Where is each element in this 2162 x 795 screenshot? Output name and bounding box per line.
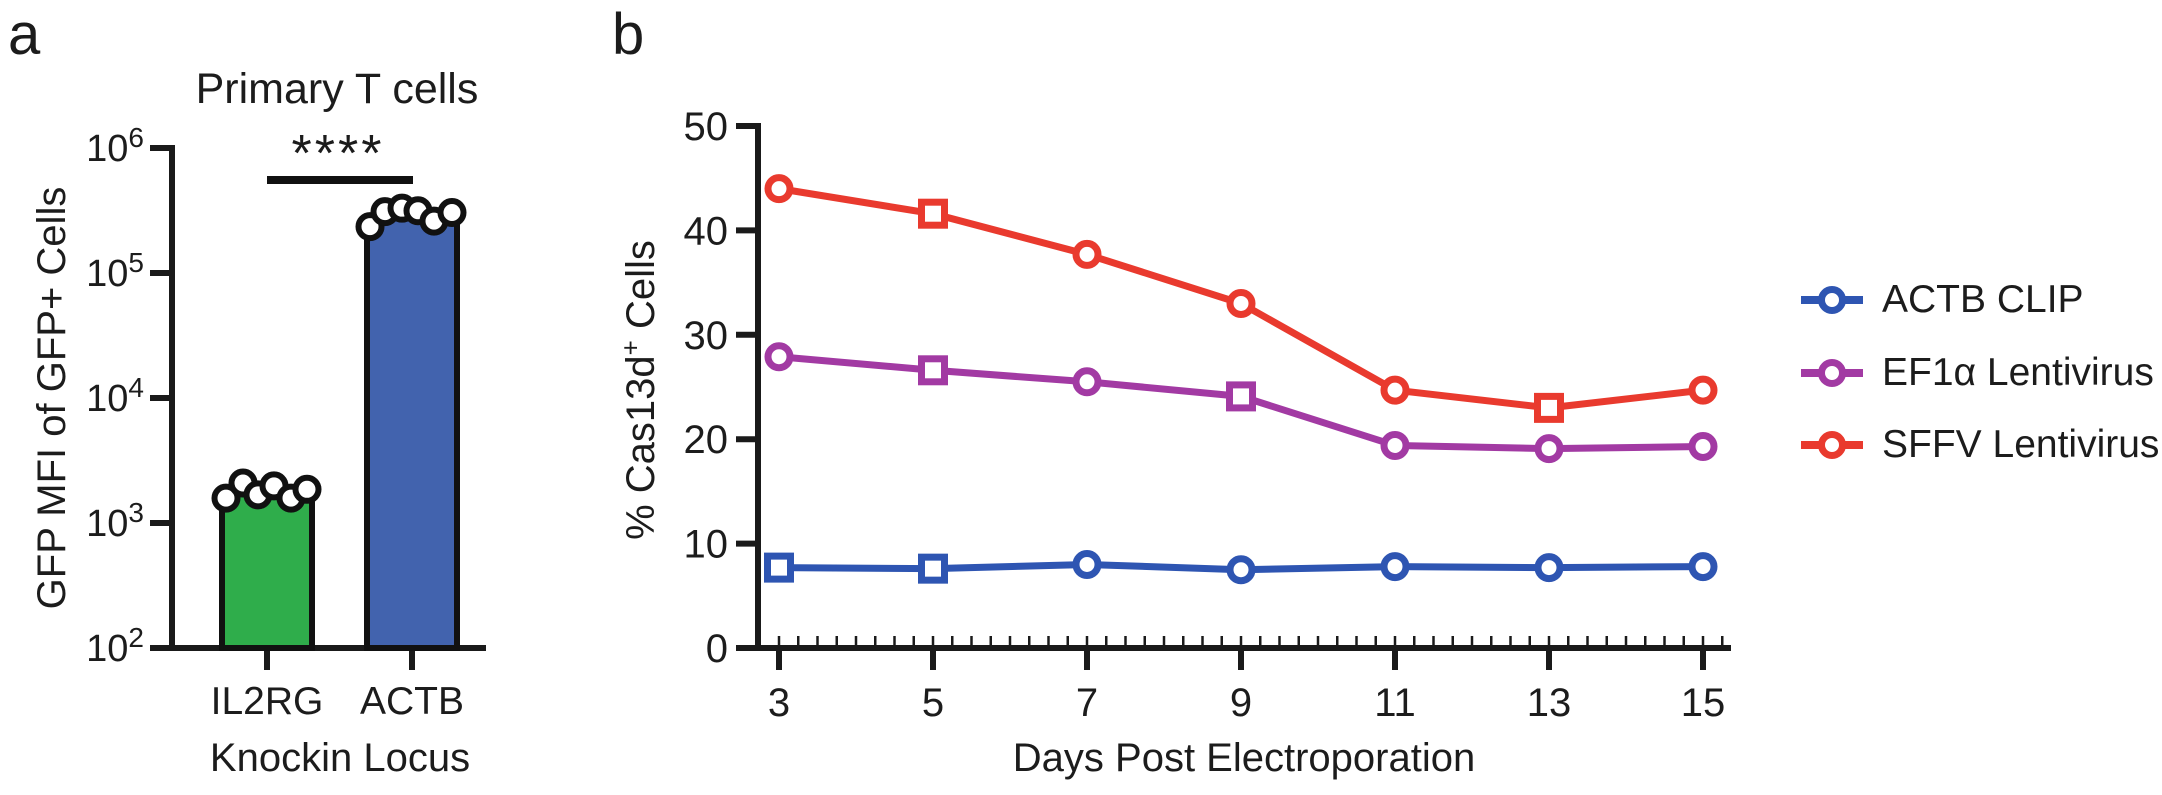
data-point-circle xyxy=(1380,375,1410,405)
y-tick-label: 102 xyxy=(86,622,144,670)
data-point-circle xyxy=(764,174,794,204)
series-actb-clip xyxy=(764,549,1718,585)
data-point-circle xyxy=(1226,555,1256,585)
x-category-actb: ACTB xyxy=(359,680,464,723)
data-point-square xyxy=(1534,392,1564,423)
x-tick-label: 3 xyxy=(768,681,790,725)
x-tick-label: 15 xyxy=(1681,681,1726,725)
data-point-circle xyxy=(1072,239,1102,269)
x-tick-label: 7 xyxy=(1076,681,1098,725)
data-point-square xyxy=(764,552,794,583)
panel-a-chart: 102 103 104 105 106 xyxy=(86,122,486,670)
panel-a-letter: a xyxy=(8,2,41,67)
y-tick-label: 20 xyxy=(684,418,729,462)
data-point-circle xyxy=(1072,367,1102,397)
significance-stars: **** xyxy=(291,125,385,183)
data-point-square xyxy=(918,198,948,229)
data-point xyxy=(211,483,241,513)
bar-il2rg xyxy=(219,491,315,651)
legend-marker-circle-icon xyxy=(1801,431,1863,459)
panel-b-y-axis-title: % Cas13d+ Cells xyxy=(615,110,667,670)
panel-b-x-minor-ticks xyxy=(777,636,1724,646)
panel-a-title: Primary T cells xyxy=(195,65,479,113)
x-category-il2rg: IL2RG xyxy=(210,680,324,723)
panel-a-bars xyxy=(219,214,460,651)
panel-b-axes: 0 10 20 30 40 50 3 5 7 9 11 13 15 xyxy=(684,105,1731,725)
series-ef1-lentivirus xyxy=(764,342,1718,464)
data-point-circle xyxy=(1688,552,1718,582)
y-tick-label: 105 xyxy=(86,247,144,295)
data-point xyxy=(292,474,322,504)
data-point-circle xyxy=(1380,552,1410,582)
data-point xyxy=(437,197,467,227)
legend-item-actb-clip: ACTB CLIP xyxy=(1800,277,2084,323)
x-tick-label: 5 xyxy=(922,681,944,725)
legend-label: SFFV Lentivirus xyxy=(1882,423,2160,466)
y-axis-title-superscript: + xyxy=(615,340,646,356)
legend-item-sffv-lentivirus: SFFV Lentivirus xyxy=(1800,422,2159,468)
y-tick-label: 0 xyxy=(706,627,728,671)
y-tick-label: 103 xyxy=(86,497,144,545)
data-point-circle xyxy=(1380,430,1410,460)
panel-a-x-ticks xyxy=(264,648,415,670)
data-point-circle xyxy=(1072,549,1102,579)
y-axis-title-text: % Cas13d xyxy=(619,355,663,540)
data-point-square xyxy=(918,355,948,386)
y-tick-label: 40 xyxy=(684,209,729,253)
legend-marker-circle-icon xyxy=(1801,286,1863,314)
data-point-circle xyxy=(1688,375,1718,405)
data-point-circle xyxy=(764,342,794,372)
y-tick-label: 50 xyxy=(684,105,729,149)
panel-b-chart: 0 10 20 30 40 50 3 5 7 9 11 13 15 xyxy=(684,105,1731,725)
y-tick-label: 30 xyxy=(684,314,729,358)
legend-item-ef1a-lentivirus: EF1α Lentivirus xyxy=(1800,350,2154,396)
x-tick-label: 11 xyxy=(1374,681,1416,725)
panel-a-axes: 102 103 104 105 106 xyxy=(86,122,486,670)
data-point-square xyxy=(918,553,948,584)
y-tick-label: 106 xyxy=(86,122,144,170)
panel-a-x-axis-title: Knockin Locus xyxy=(209,736,471,780)
y-axis-title-suffix: Cells xyxy=(619,240,663,341)
data-point-circle xyxy=(1534,434,1564,464)
panel-b-y-ticks: 0 10 20 30 40 50 xyxy=(684,105,758,671)
legend-marker-circle-icon xyxy=(1801,359,1863,387)
x-tick-label: 9 xyxy=(1230,681,1252,725)
legend-label: ACTB CLIP xyxy=(1882,278,2084,321)
legend-label: EF1α Lentivirus xyxy=(1882,351,2154,394)
data-point-square xyxy=(1226,381,1256,412)
series-sffv-lentivirus xyxy=(764,174,1718,423)
data-point-circle xyxy=(1534,553,1564,583)
panel-a-y-axis-title: GFP MFI of GFP+ Cells xyxy=(30,186,74,610)
panel-b-x-ticks: 3 5 7 9 11 13 15 xyxy=(768,648,1725,725)
panel-b-letter: b xyxy=(612,2,645,67)
x-tick-label: 13 xyxy=(1527,681,1572,725)
data-point-circle xyxy=(1688,432,1718,462)
panel-b-x-axis-title: Days Post Electroporation xyxy=(1012,736,1476,780)
data-point-circle xyxy=(1226,288,1256,318)
y-tick-label: 10 xyxy=(684,523,729,567)
y-tick-label: 104 xyxy=(86,372,144,420)
panel-a-points xyxy=(211,193,467,513)
panel-a-y-ticks: 102 103 104 105 106 xyxy=(86,122,172,670)
bar-actb xyxy=(364,214,460,651)
